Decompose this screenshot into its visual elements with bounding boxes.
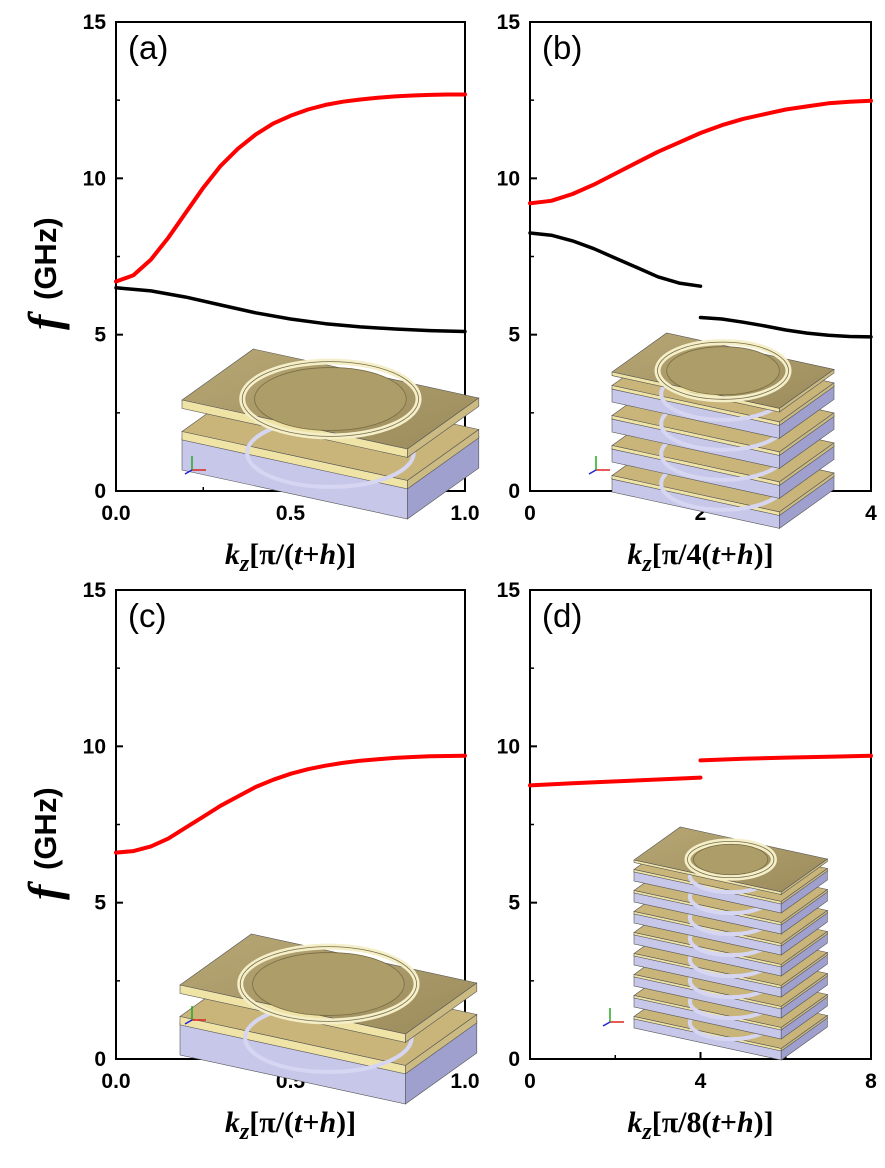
y-tick-label: 15	[83, 11, 107, 34]
x-tick-label: 4	[695, 1070, 707, 1093]
unit-cell-inset-a	[181, 348, 480, 520]
series-line	[528, 98, 873, 206]
x-tick-label: 0.0	[101, 502, 130, 525]
series-line	[698, 753, 873, 763]
y-tick-label: 5	[508, 324, 520, 347]
x-tick-label: 0	[524, 1070, 536, 1093]
coordinate-axes-icon	[602, 1008, 624, 1027]
series-line	[528, 775, 703, 788]
y-tick-label: 0	[94, 1048, 106, 1071]
x-tick-label: 8	[865, 1070, 877, 1093]
x-tick-label: 1.0	[450, 502, 479, 525]
x-tick-label: 0	[524, 502, 536, 525]
unit-cell-insets	[179, 332, 835, 1105]
x-axis-title: kz[π/(t+h)]	[225, 538, 356, 577]
y-axis-unit: (GHz)	[28, 217, 63, 300]
y-tick-label: 10	[497, 167, 520, 190]
x-axis-title: kz[π/(t+h)]	[225, 1106, 356, 1145]
y-tick-label: 5	[94, 324, 106, 347]
coordinate-axes-icon	[184, 1006, 206, 1025]
x-axis-title: kz[π/8(t+h)]	[627, 1106, 773, 1145]
y-tick-label: 0	[508, 480, 520, 503]
y-tick-label: 10	[83, 735, 106, 758]
panel-1: 0 5 10 15 0.0 0.5 1.0 (a) kz[π/(t+h)]	[83, 11, 480, 577]
series-line	[114, 753, 467, 855]
x-tick-label: 1.0	[450, 1070, 479, 1093]
series-line	[114, 286, 467, 334]
y-tick-label: 5	[94, 892, 106, 915]
y-tick-label: 5	[508, 892, 520, 915]
y-axis-symbol: f	[19, 310, 70, 330]
coordinate-axes-icon	[184, 456, 206, 475]
unit-cell-inset-c	[179, 933, 478, 1105]
panel-label: (d)	[542, 597, 582, 634]
y-tick-label: 10	[83, 167, 106, 190]
y-axis-title-top: f (GHz)	[19, 217, 70, 330]
panel-4: 0 5 10 15 0 4 8 (d) kz[π/8(t+h)]	[497, 579, 878, 1145]
y-tick-label: 15	[497, 11, 521, 34]
y-axis-unit: (GHz)	[28, 787, 63, 870]
x-axis-title: kz[π/4(t+h)]	[627, 538, 773, 577]
panel-label: (c)	[128, 597, 166, 634]
y-tick-label: 10	[497, 735, 520, 758]
y-tick-label: 15	[83, 579, 107, 602]
unit-cell-inset-b	[611, 332, 835, 529]
panel-label: (a)	[128, 29, 168, 66]
unit-cell-inset-d	[633, 826, 829, 1061]
y-tick-label: 0	[508, 1048, 520, 1071]
series-line	[528, 231, 703, 288]
y-axis-title-bottom: f (GHz)	[19, 787, 70, 900]
x-tick-label: 0.0	[101, 1070, 130, 1093]
x-tick-label: 4	[865, 502, 877, 525]
x-tick-label: 0.5	[276, 502, 306, 525]
x-tick-label: 2	[695, 502, 707, 525]
panel-label: (b)	[542, 29, 582, 66]
y-tick-label: 0	[94, 480, 106, 503]
series-line	[698, 315, 873, 339]
coordinate-axes-icon	[588, 456, 610, 475]
y-tick-label: 15	[497, 579, 521, 602]
series-line	[114, 92, 467, 284]
y-axis-symbol: f	[19, 880, 70, 900]
